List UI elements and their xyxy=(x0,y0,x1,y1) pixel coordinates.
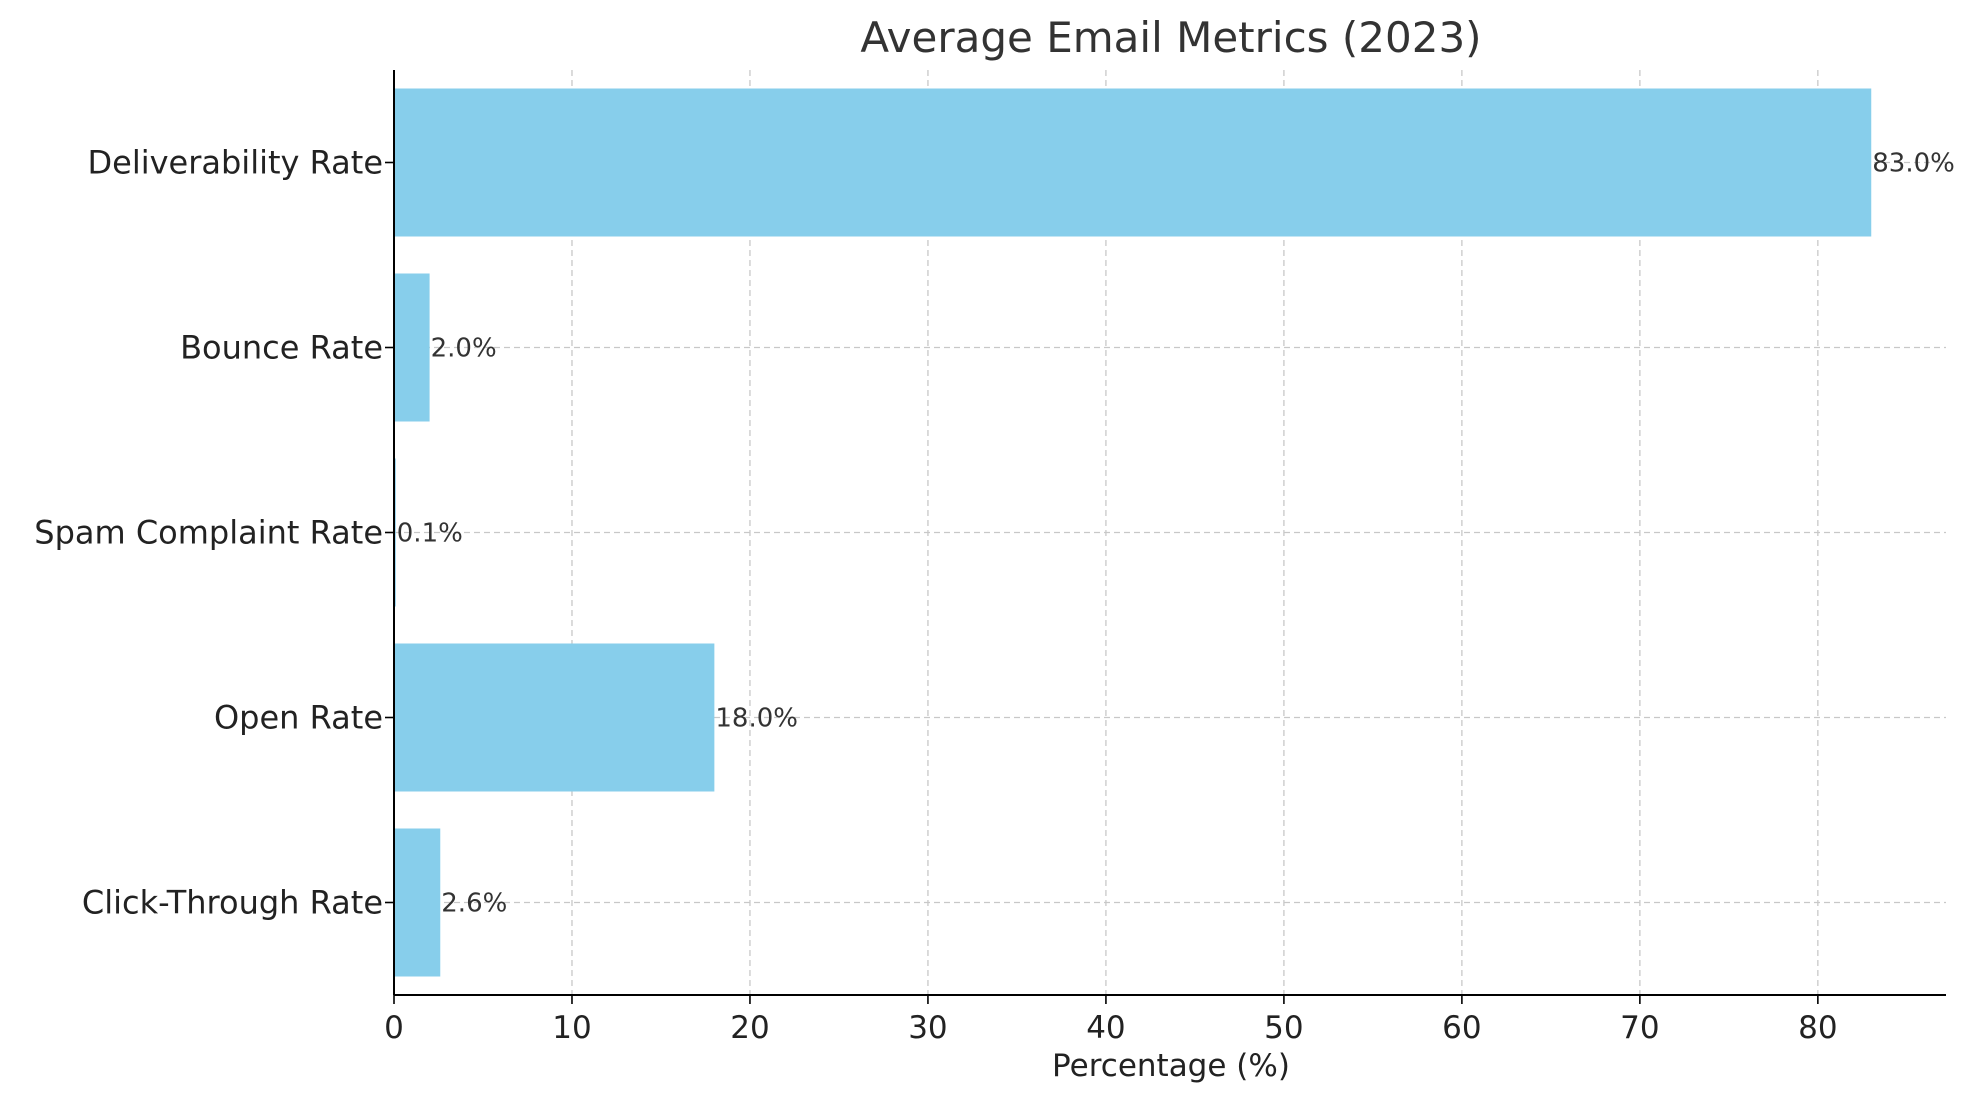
x-tick-label: 50 xyxy=(1264,1010,1303,1046)
value-label: 2.6% xyxy=(441,889,507,919)
x-tick-label: 80 xyxy=(1798,1010,1837,1046)
value-label: 2.0% xyxy=(431,334,497,364)
bar xyxy=(394,273,430,422)
category-label: Click-Through Rate xyxy=(82,884,383,922)
x-axis-label: Percentage (%) xyxy=(1052,1048,1290,1084)
x-tick-label: 0 xyxy=(384,1010,404,1046)
category-label: Deliverability Rate xyxy=(87,144,383,182)
category-label: Bounce Rate xyxy=(180,329,383,367)
x-tick-label: 20 xyxy=(730,1010,769,1046)
x-tick-label: 40 xyxy=(1086,1010,1125,1046)
value-label: 18.0% xyxy=(715,704,798,734)
bar xyxy=(394,88,1872,237)
category-label: Spam Complaint Rate xyxy=(34,514,383,552)
bars xyxy=(394,88,1872,977)
x-axis-ticks: 0 10 20 30 40 50 60 70 80 xyxy=(384,995,1838,1046)
x-tick-label: 10 xyxy=(552,1010,591,1046)
y-axis-ticks: Deliverability Rate Bounce Rate Spam Compl… xyxy=(34,144,394,922)
bar xyxy=(394,643,715,792)
bar xyxy=(394,828,441,977)
value-labels: 83.0% 2.0% 0.1% 18.0% 2.6% xyxy=(397,149,1955,919)
x-tick-label: 30 xyxy=(908,1010,947,1046)
chart-title: Average Email Metrics (2023) xyxy=(860,13,1481,62)
x-tick-label: 60 xyxy=(1442,1010,1481,1046)
value-label: 0.1% xyxy=(397,519,463,549)
x-tick-label: 70 xyxy=(1620,1010,1659,1046)
value-label: 83.0% xyxy=(1872,149,1955,179)
category-label: Open Rate xyxy=(214,699,383,737)
